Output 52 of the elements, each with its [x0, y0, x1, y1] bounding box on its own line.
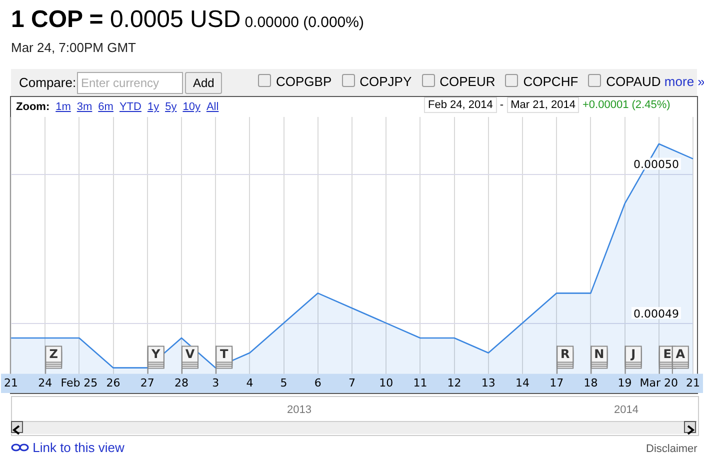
text: 2013: [287, 404, 312, 416]
x-tick-label: 7: [348, 376, 356, 390]
x-tick-label: 28: [174, 376, 188, 390]
x-tick-label: 3: [212, 376, 220, 390]
x-tick-label: 5: [280, 376, 288, 390]
text: 10y: [182, 101, 200, 113]
text: Compare:: [19, 75, 76, 90]
x-tick-label: 18: [584, 376, 598, 390]
y-tick-label: 0.00049: [634, 307, 679, 320]
text: 1m: [56, 101, 71, 113]
text: COPAUD: [606, 74, 661, 89]
text: YTD: [119, 101, 142, 113]
x-tick-label: 10: [379, 376, 394, 390]
text: 1y: [147, 101, 160, 113]
text: Link to this view: [32, 440, 124, 455]
x-tick-label: 11: [413, 376, 428, 390]
text: Add: [185, 72, 222, 94]
text: COPCHF: [523, 74, 578, 89]
x-tick-label: 13: [481, 376, 496, 390]
text: Enter currency: [77, 72, 183, 94]
x-tick-label: 24: [38, 376, 52, 390]
text: Mar 21, 2014: [506, 97, 580, 113]
x-tick-label: 26: [106, 376, 120, 390]
text: 2014: [614, 404, 638, 416]
x-tick-label: 17: [550, 376, 564, 390]
text: Feb 24, 2014: [424, 97, 497, 113]
x-tick-label: 21: [686, 376, 700, 390]
text: All: [206, 101, 219, 113]
text: COPGBP: [276, 74, 332, 89]
x-tick-label: 27: [140, 376, 154, 390]
text: Mar 24, 7:00PM GMT: [11, 40, 136, 55]
x-tick-label: Feb 25: [60, 376, 98, 390]
x-tick-label: 14: [516, 376, 530, 390]
text: Disclaimer: [646, 443, 698, 455]
text: +0.00001 (2.45%): [582, 99, 670, 111]
text: Zoom:: [16, 101, 50, 113]
chart-subtitle: 0.00000 (0.000%): [244, 14, 364, 31]
x-tick-label: 19: [618, 376, 632, 390]
x-tick-label: 6: [314, 376, 322, 390]
text: 6m: [98, 101, 114, 113]
text: COPJPY: [360, 74, 412, 89]
text: COPEUR: [440, 74, 496, 89]
y-tick-label: 0.00050: [634, 158, 679, 172]
x-tick-label: 4: [246, 376, 254, 390]
text: 3m: [76, 101, 92, 113]
x-tick-label: Mar 20: [640, 376, 678, 390]
x-tick-label: 12: [447, 376, 462, 390]
text: 5y: [165, 101, 177, 113]
chart-title: 1 COP = 0.0005 USD: [11, 6, 241, 33]
text: -: [498, 99, 505, 111]
text: more »: [663, 74, 704, 89]
x-tick-label: 21: [4, 376, 18, 390]
